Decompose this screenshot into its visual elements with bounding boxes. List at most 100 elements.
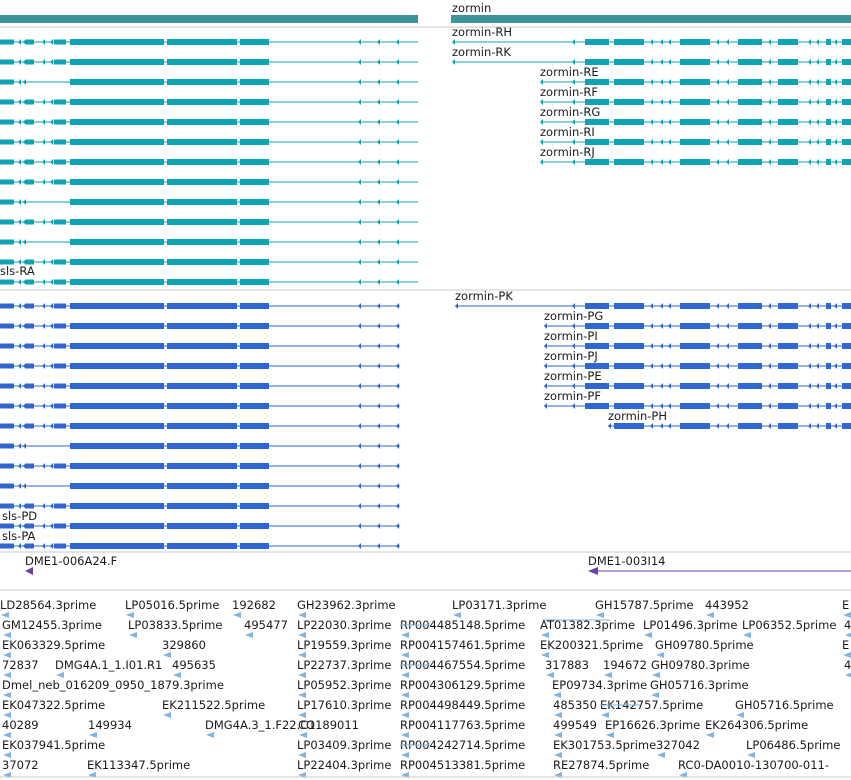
est-feature[interactable]: 499549 bbox=[553, 718, 597, 738]
est-feature[interactable]: LP01496.3prime bbox=[643, 618, 737, 638]
gene-bar-sls[interactable] bbox=[0, 15, 418, 23]
est-feature[interactable]: GH05716.5prime bbox=[735, 698, 834, 718]
est-feature[interactable]: 4 bbox=[844, 658, 851, 678]
est-feature[interactable]: E bbox=[842, 638, 851, 658]
est-feature[interactable]: RP004242714.5prime bbox=[400, 738, 525, 758]
est-feature[interactable]: E bbox=[842, 598, 851, 618]
est-feature[interactable]: EK047322.5prime bbox=[2, 698, 105, 718]
est-feature[interactable]: GH09780.3prime bbox=[651, 658, 750, 678]
est-feature[interactable]: EP16626.3prime bbox=[605, 718, 700, 738]
gene-model[interactable] bbox=[452, 59, 851, 65]
est-feature[interactable]: LP22030.3prime bbox=[297, 618, 391, 638]
est-feature[interactable]: LP03409.3prime bbox=[297, 738, 391, 758]
gene-model[interactable] bbox=[0, 79, 418, 85]
gene-model[interactable] bbox=[0, 139, 418, 145]
est-feature[interactable]: 443952 bbox=[705, 598, 749, 618]
est-feature[interactable]: 327042 bbox=[656, 738, 700, 758]
gene-model[interactable] bbox=[0, 39, 418, 45]
est-feature[interactable]: 317883 bbox=[545, 658, 589, 678]
est-feature[interactable]: EK037941.5prime bbox=[2, 738, 105, 758]
est-feature[interactable]: RE27874.5prime bbox=[553, 758, 649, 778]
clone-end-icon[interactable] bbox=[588, 567, 598, 575]
gene-model[interactable] bbox=[0, 463, 400, 469]
est-feature[interactable]: LP22737.3prime bbox=[297, 658, 391, 678]
est-feature[interactable]: LP03171.3prime bbox=[452, 598, 546, 618]
est-feature[interactable]: GM12455.3prime bbox=[2, 618, 102, 638]
gene-model[interactable] bbox=[0, 503, 400, 509]
gene-model[interactable] bbox=[0, 523, 400, 529]
gene-model[interactable] bbox=[0, 279, 418, 285]
gene-model[interactable] bbox=[540, 79, 851, 85]
est-feature[interactable]: GH09780.5prime bbox=[655, 638, 754, 658]
est-feature[interactable]: LP05016.5prime bbox=[125, 598, 219, 618]
gene-model[interactable] bbox=[0, 119, 418, 125]
est-feature[interactable]: RP004117763.5prime bbox=[400, 718, 525, 738]
est-feature[interactable]: AT01382.3prime bbox=[540, 618, 635, 638]
gene-model[interactable] bbox=[0, 443, 400, 449]
gene-model[interactable] bbox=[544, 363, 851, 369]
est-feature[interactable]: LP05952.3prime bbox=[297, 678, 391, 698]
gene-model[interactable] bbox=[0, 303, 400, 309]
gene-bar-zormin[interactable] bbox=[451, 15, 851, 23]
est-feature[interactable]: EK063329.5prime bbox=[2, 638, 105, 658]
est-feature[interactable]: 329860 bbox=[162, 638, 206, 658]
est-feature[interactable]: GH15787.5prime bbox=[595, 598, 694, 618]
est-feature[interactable]: GH05716.3prime bbox=[650, 678, 749, 698]
est-feature[interactable]: 192682 bbox=[232, 598, 276, 618]
clone-end-icon[interactable] bbox=[25, 567, 33, 575]
est-feature[interactable]: RP004306129.5prime bbox=[400, 678, 525, 698]
gene-model[interactable] bbox=[0, 323, 400, 329]
est-feature[interactable]: Dmel_neb_016209_0950_1879.3prime bbox=[2, 678, 224, 698]
est-feature[interactable]: LP17610.3prime bbox=[297, 698, 391, 718]
est-feature[interactable]: LP19559.3prime bbox=[297, 638, 391, 658]
est-feature[interactable]: 72837 bbox=[2, 658, 39, 678]
gene-model[interactable] bbox=[0, 423, 400, 429]
gene-model[interactable] bbox=[455, 303, 851, 309]
gene-model[interactable] bbox=[540, 159, 851, 165]
gene-model[interactable] bbox=[544, 323, 851, 329]
gene-model[interactable] bbox=[0, 259, 418, 265]
est-feature[interactable]: 495477 bbox=[244, 618, 288, 638]
est-feature[interactable]: 194672 bbox=[603, 658, 647, 678]
gene-model[interactable] bbox=[0, 363, 400, 369]
gene-model[interactable] bbox=[0, 343, 400, 349]
est-feature[interactable]: 495635 bbox=[172, 658, 216, 678]
gene-model[interactable] bbox=[540, 99, 851, 105]
gene-model[interactable] bbox=[0, 239, 418, 245]
gene-model[interactable] bbox=[0, 483, 400, 489]
est-feature[interactable]: LP22404.3prime bbox=[297, 758, 391, 778]
est-feature[interactable]: DMG4A.3_1.F22.C1 bbox=[205, 718, 316, 738]
gene-model[interactable] bbox=[544, 403, 851, 409]
est-feature[interactable]: 37072 bbox=[2, 758, 39, 778]
gene-model[interactable] bbox=[540, 139, 851, 145]
est-feature[interactable]: LP03833.5prime bbox=[128, 618, 222, 638]
est-feature[interactable]: LP06352.5prime bbox=[742, 618, 836, 638]
est-feature[interactable]: RP004498449.5prime bbox=[400, 698, 525, 718]
est-feature[interactable]: 40289 bbox=[2, 718, 39, 738]
est-feature[interactable]: 485350 bbox=[553, 698, 597, 718]
gene-model[interactable] bbox=[452, 39, 851, 45]
gene-model[interactable] bbox=[0, 99, 418, 105]
est-feature[interactable]: DMG4A.1_1.I01.R1 bbox=[55, 658, 162, 678]
est-feature[interactable]: RP004513381.5prime bbox=[400, 758, 525, 778]
est-feature[interactable]: EK211522.5prime bbox=[162, 698, 265, 718]
gene-model[interactable] bbox=[544, 343, 851, 349]
est-feature[interactable]: EK142757.5prime bbox=[600, 698, 703, 718]
est-feature[interactable]: RP004467554.5prime bbox=[400, 658, 525, 678]
gene-model[interactable] bbox=[0, 403, 400, 409]
est-feature[interactable]: EK264306.5prime bbox=[705, 718, 808, 738]
est-feature[interactable]: RP004485148.5prime bbox=[400, 618, 525, 638]
est-feature[interactable]: EP09734.3prime bbox=[552, 678, 647, 698]
gene-model[interactable] bbox=[0, 543, 400, 549]
gene-model[interactable] bbox=[0, 219, 418, 225]
gene-model[interactable] bbox=[544, 383, 851, 389]
gene-model[interactable] bbox=[0, 159, 418, 165]
est-feature[interactable]: EK113347.5prime bbox=[87, 758, 190, 778]
est-feature[interactable]: RC0-DA0010-130700-011- bbox=[678, 758, 829, 778]
gene-model[interactable] bbox=[0, 179, 418, 185]
est-feature[interactable]: 149934 bbox=[88, 718, 132, 738]
est-feature[interactable]: GH23962.3prime bbox=[297, 598, 396, 618]
gene-model[interactable] bbox=[0, 199, 418, 205]
est-feature[interactable]: EK200321.5prime bbox=[540, 638, 643, 658]
gene-model[interactable] bbox=[0, 383, 400, 389]
